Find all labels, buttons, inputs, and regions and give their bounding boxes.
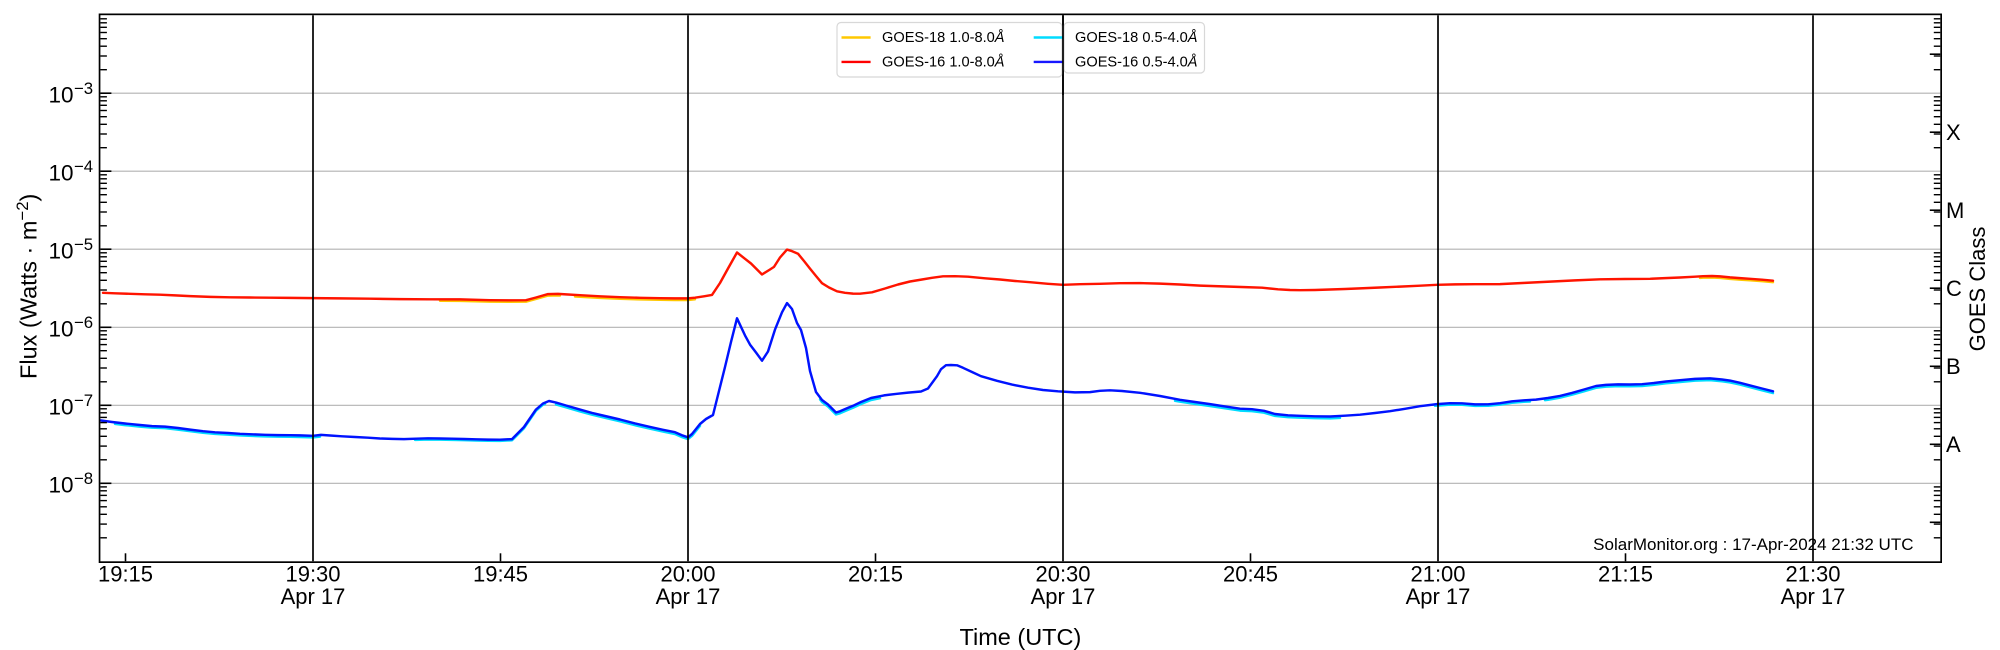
svg-text:20:30: 20:30 [1035,562,1090,587]
svg-text:10: 10 [49,317,74,342]
svg-text:−8: −8 [74,469,93,488]
svg-text:−5: −5 [74,235,93,254]
svg-text:Time (UTC): Time (UTC) [959,624,1081,650]
svg-text:21:00: 21:00 [1410,562,1465,587]
svg-text:Apr 17: Apr 17 [1781,584,1846,609]
svg-text:GOES-16 1.0-8.0Å: GOES-16 1.0-8.0Å [882,53,1005,70]
svg-text:10: 10 [49,473,74,498]
svg-text:19:30: 19:30 [285,562,340,587]
svg-text:20:00: 20:00 [660,562,715,587]
svg-text:Flux (Watts · m−2): Flux (Watts · m−2) [13,194,42,379]
svg-text:−3: −3 [74,79,93,98]
svg-text:19:45: 19:45 [473,562,528,587]
svg-text:21:15: 21:15 [1598,562,1653,587]
svg-text:GOES-16 0.5-4.0Å: GOES-16 0.5-4.0Å [1075,53,1198,70]
svg-text:21:30: 21:30 [1785,562,1840,587]
svg-text:10: 10 [49,161,74,186]
svg-text:Apr 17: Apr 17 [281,584,346,609]
svg-text:M: M [1946,198,1964,223]
svg-text:B: B [1946,354,1961,379]
svg-text:Apr 17: Apr 17 [656,584,721,609]
svg-text:SolarMonitor.org : 17-Apr-2024: SolarMonitor.org : 17-Apr-2024 21:32 UTC [1593,535,1913,554]
svg-text:A: A [1946,432,1961,457]
svg-text:C: C [1946,276,1962,301]
svg-text:GOES Class: GOES Class [1965,227,1990,352]
svg-text:−4: −4 [74,157,93,176]
svg-text:20:45: 20:45 [1223,562,1278,587]
svg-text:X: X [1946,120,1961,145]
svg-text:−6: −6 [74,313,93,332]
svg-text:Apr 17: Apr 17 [1406,584,1471,609]
svg-text:10: 10 [49,395,74,420]
svg-text:GOES-18 0.5-4.0Å: GOES-18 0.5-4.0Å [1075,29,1198,46]
svg-text:GOES-18 1.0-8.0Å: GOES-18 1.0-8.0Å [882,29,1005,46]
svg-text:10: 10 [49,239,74,264]
svg-text:Apr 17: Apr 17 [1031,584,1096,609]
svg-text:19:15: 19:15 [98,562,153,587]
svg-text:−7: −7 [74,391,93,410]
svg-text:20:15: 20:15 [848,562,903,587]
svg-text:10: 10 [49,83,74,108]
